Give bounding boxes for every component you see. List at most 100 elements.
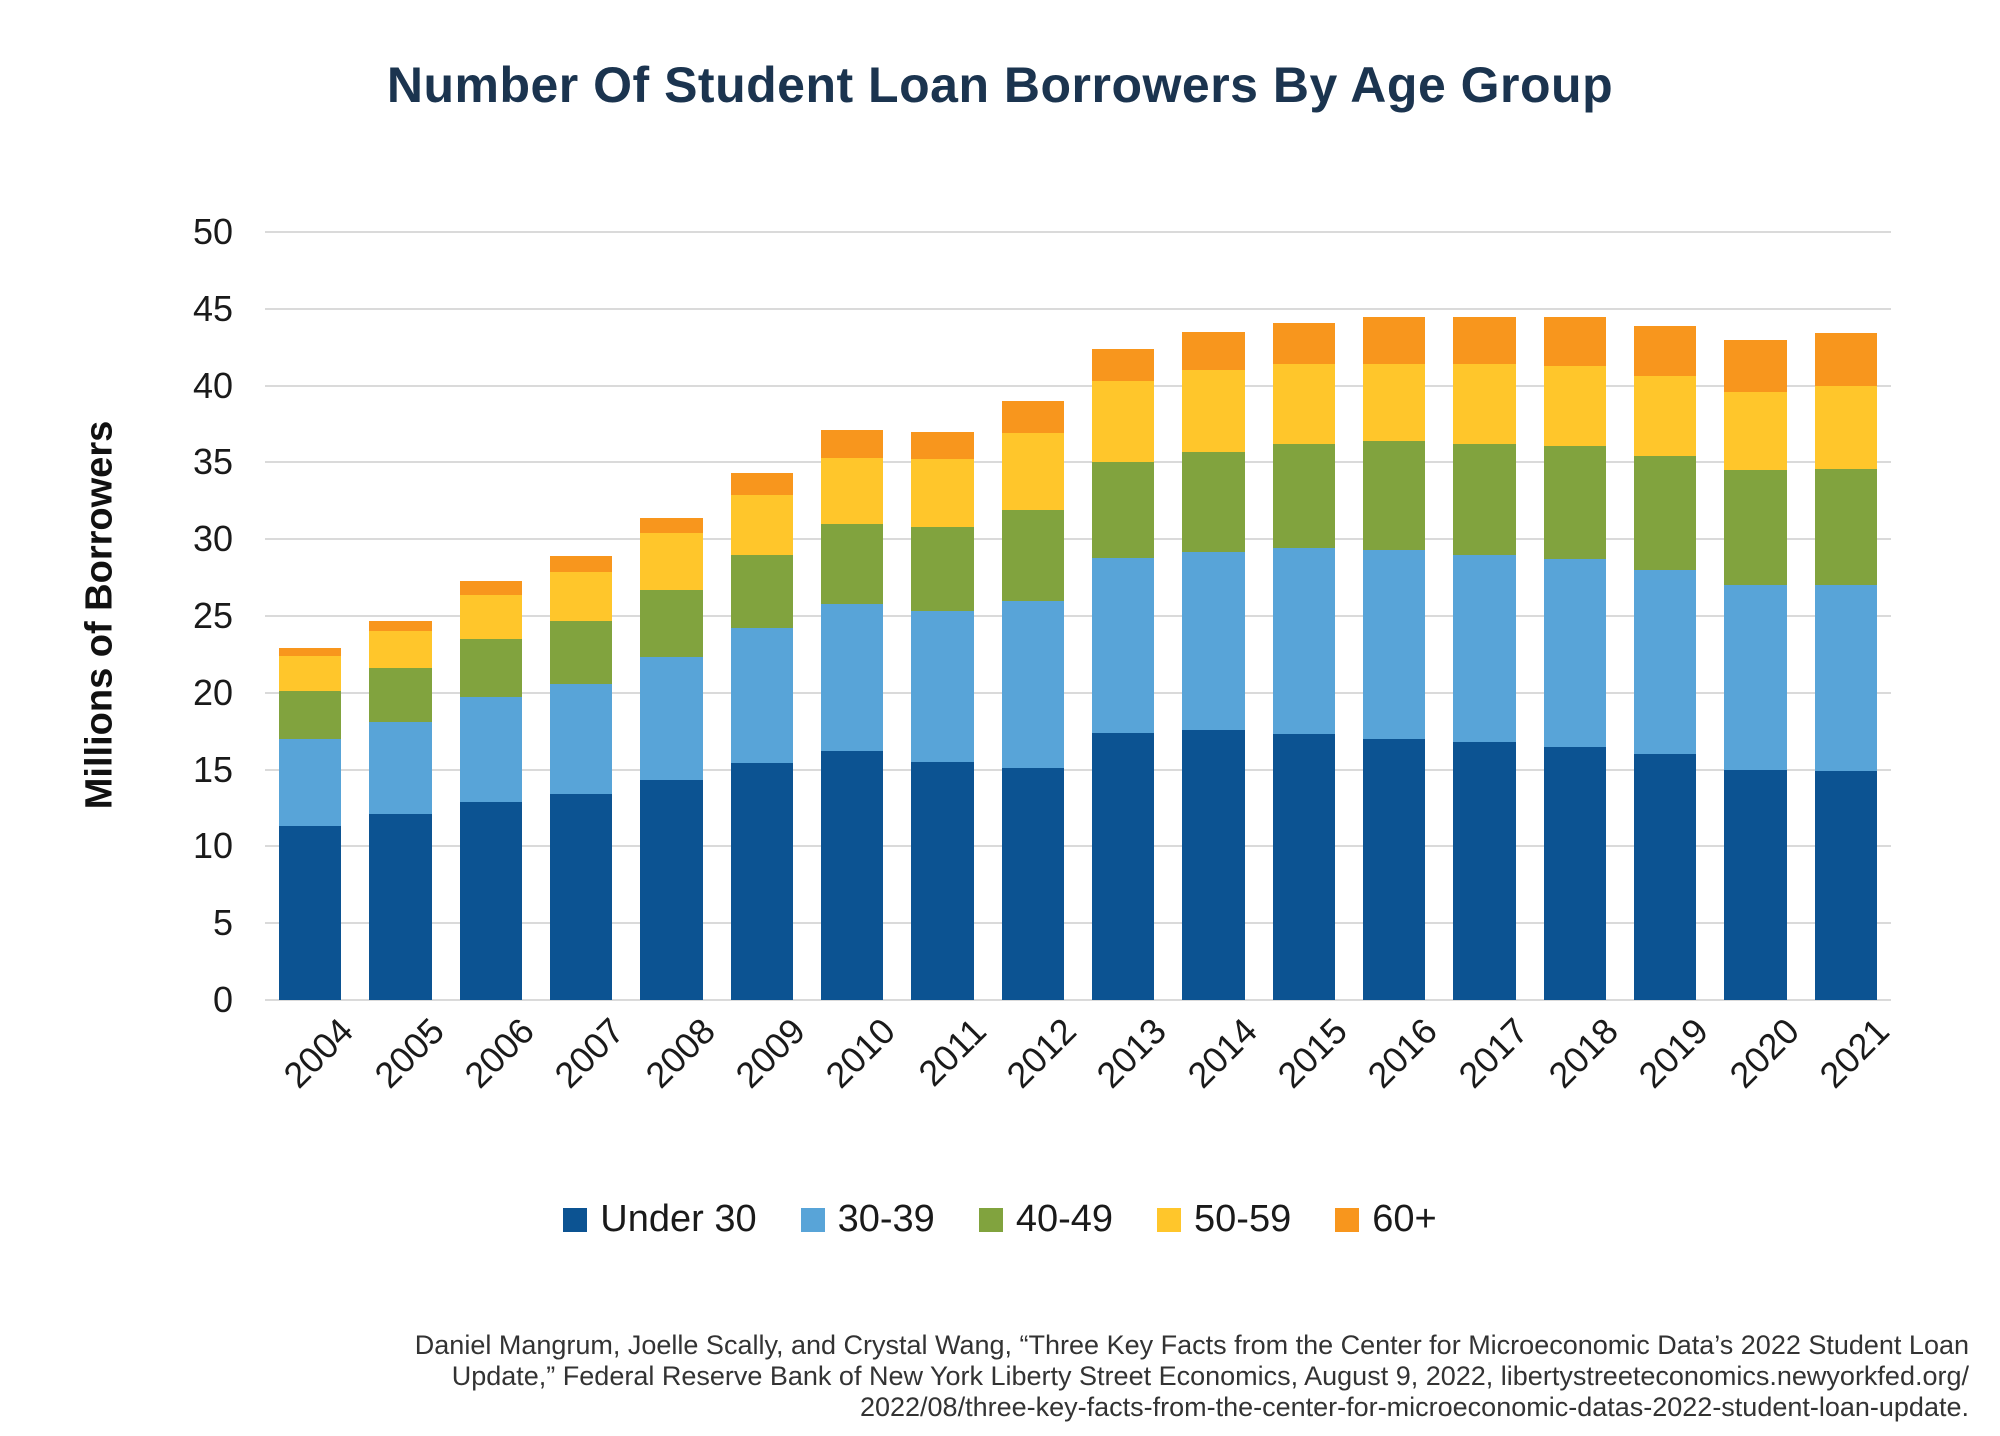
bar-segment-30-39-2005 [369, 722, 432, 815]
bar-slot-2014 [1168, 232, 1258, 1000]
bar-segment-under-30-2007 [549, 794, 613, 1000]
bar-segment-50-59-2008 [640, 533, 703, 590]
legend-label: 50-59 [1194, 1198, 1292, 1240]
chart-title: Number Of Student Loan Borrowers By Age … [386, 57, 1614, 113]
bar-segment-under-30-2008 [640, 780, 703, 1000]
legend-swatch [800, 1207, 825, 1232]
bar-segment-under-30-2006 [459, 801, 522, 1000]
caption: Daniel Mangrum, Joelle Scally, and Cryst… [369, 1330, 1969, 1423]
bar-slot-2021 [1801, 232, 1891, 1000]
legend-swatch [1335, 1207, 1360, 1232]
bar-segment-40-49-2004 [279, 691, 342, 739]
bar-segment-50-59-2015 [1272, 364, 1335, 444]
bar-segment-60+-2013 [1091, 348, 1155, 382]
bar-group-2013 [1091, 348, 1155, 1000]
bar-group-2007 [549, 556, 613, 1000]
y-tick-label: 50 [192, 211, 233, 252]
bar-segment-50-59-2005 [369, 631, 432, 669]
bar-segment-30-39-2011 [911, 611, 974, 762]
bar-segment-60+-2007 [549, 556, 613, 572]
bar-segment-60+-2018 [1543, 316, 1606, 366]
bar-segment-50-59-2014 [1182, 370, 1245, 452]
bar-segment-60+-2012 [1001, 401, 1064, 434]
y-gridline [265, 307, 1891, 310]
bar-segment-50-59-2017 [1453, 364, 1516, 444]
bar-segment-40-49-2013 [1091, 462, 1155, 558]
caption-line: Update,” Federal Reserve Bank of New Yor… [451, 1361, 1969, 1391]
bar-segment-50-59-2016 [1362, 364, 1426, 441]
y-gridline [265, 768, 1891, 771]
y-tick-label: 15 [192, 748, 233, 790]
bar-segment-30-39-2008 [640, 657, 703, 781]
y-tick-label: 0 [212, 979, 233, 1020]
y-gridline [265, 461, 1891, 464]
legend-item-60+: 60+ [1335, 1198, 1437, 1241]
bar-group-2005 [369, 620, 432, 1000]
legend: Under 30 30-39 40-49 50-59 60+ [0, 1198, 2000, 1241]
bar-segment-50-59-2019 [1633, 376, 1697, 457]
bar-segment-under-30-2014 [1182, 729, 1245, 1000]
bar-slot-2013 [1078, 232, 1168, 1000]
bar-segment-30-39-2010 [820, 603, 884, 752]
bar-segment-60+-2017 [1453, 316, 1516, 365]
bar-segment-40-49-2012 [1001, 510, 1064, 601]
legend-item-under-30: Under 30 [563, 1198, 757, 1241]
bar-slot-2008 [626, 232, 716, 1000]
legend-swatch [563, 1207, 588, 1232]
bar-segment-30-39-2020 [1724, 585, 1787, 770]
bar-segment-40-49-2007 [549, 620, 613, 684]
bar-segment-50-59-2020 [1724, 391, 1787, 471]
bar-segment-60+-2006 [459, 580, 522, 595]
bar-segment-30-39-2007 [549, 683, 613, 795]
bar-segment-30-39-2004 [279, 738, 342, 827]
bar-slot-2018 [1530, 232, 1620, 1000]
legend-swatch [978, 1207, 1003, 1232]
bar-segment-30-39-2014 [1182, 551, 1245, 730]
bar-segment-40-49-2016 [1362, 440, 1426, 550]
y-gridline [265, 691, 1891, 694]
bar-slot-2007 [536, 232, 626, 1000]
bar-group-2010 [820, 430, 884, 1000]
bar-series-container [265, 232, 1891, 1000]
legend-label: 40-49 [1015, 1198, 1114, 1240]
bar-group-2011 [911, 431, 974, 1000]
bar-group-2020 [1724, 339, 1787, 1000]
bar-segment-30-39-2013 [1091, 557, 1155, 733]
bar-segment-under-30-2016 [1362, 738, 1426, 1000]
bar-segment-40-49-2014 [1182, 451, 1245, 552]
bar-segment-50-59-2010 [820, 457, 884, 524]
bar-group-2021 [1814, 333, 1877, 1000]
y-gridline [265, 922, 1891, 925]
bar-segment-under-30-2004 [279, 826, 342, 1000]
bar-segment-under-30-2018 [1543, 746, 1606, 1000]
bar-segment-under-30-2011 [911, 761, 974, 1000]
legend-swatch [1157, 1207, 1182, 1232]
bar-segment-40-49-2021 [1814, 468, 1877, 586]
legend-item-50-59: 50-59 [1157, 1198, 1291, 1241]
bar-segment-40-49-2006 [459, 639, 522, 698]
bar-slot-2010 [807, 232, 897, 1000]
bar-segment-30-39-2021 [1814, 585, 1877, 772]
bar-segment-40-49-2011 [911, 526, 974, 612]
bar-slot-2016 [1349, 232, 1439, 1000]
bar-segment-60+-2015 [1272, 322, 1335, 365]
bar-segment-50-59-2007 [549, 571, 613, 621]
bar-segment-40-49-2009 [730, 554, 793, 629]
bar-segment-30-39-2017 [1453, 554, 1516, 742]
bar-slot-2020 [1710, 232, 1800, 1000]
bar-segment-60+-2014 [1182, 331, 1245, 371]
bar-segment-under-30-2010 [820, 751, 884, 1000]
bar-segment-50-59-2011 [911, 459, 974, 527]
bar-segment-60+-2005 [369, 620, 432, 632]
legend-item-30-39: 30-39 [800, 1198, 935, 1241]
bar-slot-2004 [265, 232, 355, 1000]
bar-segment-60+-2010 [820, 430, 884, 458]
bar-segment-40-49-2017 [1453, 443, 1516, 555]
bar-segment-60+-2008 [640, 517, 703, 534]
bar-segment-60+-2019 [1633, 325, 1697, 377]
bar-segment-30-39-2018 [1543, 559, 1606, 747]
bar-group-2017 [1453, 316, 1516, 1000]
y-gridline [265, 999, 1891, 1001]
bar-segment-30-39-2006 [459, 697, 522, 802]
